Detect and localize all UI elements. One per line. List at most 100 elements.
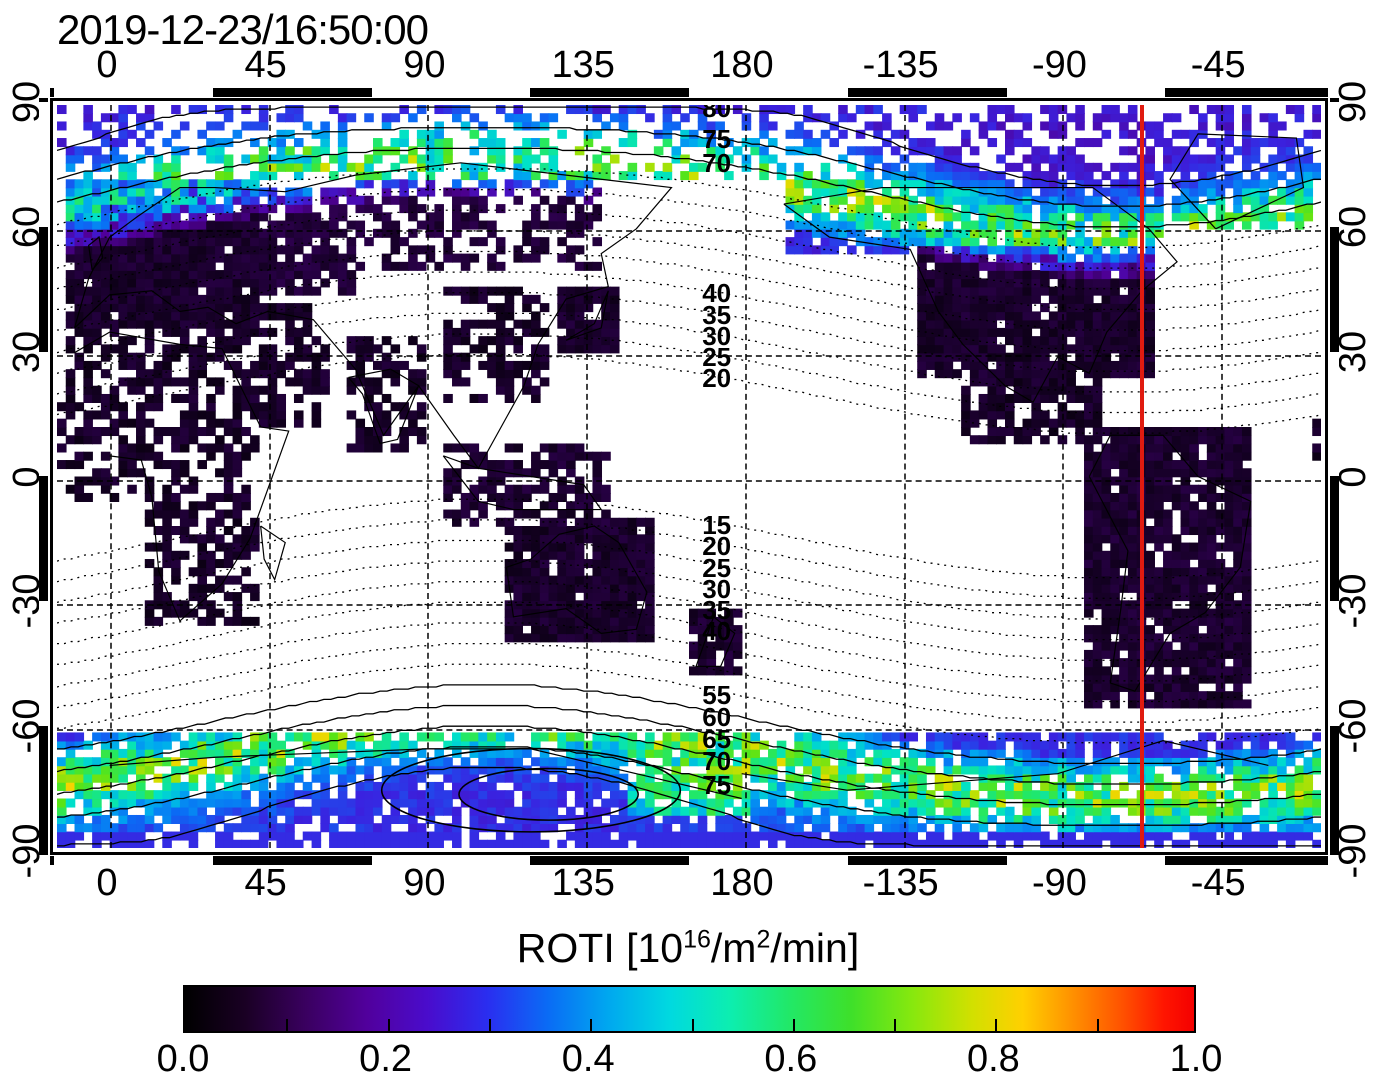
colorbar-minor-tick [691, 1019, 694, 1031]
colorbar-minor-tick [1096, 1019, 1099, 1031]
contour-label-30: 30 [702, 320, 732, 351]
top-axis-tick-180: 180 [710, 44, 774, 86]
tick-segment [371, 856, 531, 865]
top-axis-tick--90: -90 [1031, 44, 1087, 86]
tick-segment [1330, 102, 1339, 227]
right-axis-tick-0: 0 [1332, 465, 1374, 488]
gridline-lon--45 [1221, 105, 1224, 848]
bottom-axis-tickbar [50, 856, 1328, 865]
map-plot-area[interactable]: 80 75 70 40 35 30 25 20 15 20 25 30 35 40 55 60 65 70 75 [50, 98, 1328, 855]
contour-label-75: 75 [702, 770, 732, 801]
right-axis-tick-neg30: -30 [1332, 573, 1374, 629]
lat-lon-gridlines [57, 105, 1321, 848]
top-axis-tick--45: -45 [1190, 44, 1246, 86]
tick-segment [39, 351, 48, 477]
right-axis-tick-30: 30 [1332, 330, 1374, 373]
gridline-lat-neg60 [57, 729, 1321, 732]
contour-label-layer: 80 75 70 40 35 30 25 20 15 20 25 30 35 40 55 60 65 70 75 [57, 105, 1321, 848]
contour-label-55: 55 [702, 679, 732, 710]
gridline-lat-60 [57, 229, 1321, 232]
colorbar-tick-0.2: 0.2 [359, 1038, 413, 1080]
top-axis-tick-135: 135 [551, 44, 615, 86]
tick-segment [39, 102, 48, 227]
right-axis-tick-90: 90 [1332, 80, 1374, 124]
right-axis-tickbar [1330, 98, 1339, 855]
bottom-axis-tick--90: -90 [1031, 862, 1087, 904]
bottom-axis-tick--45: -45 [1190, 862, 1246, 904]
right-axis-tick-neg90: -90 [1332, 823, 1374, 879]
contour-label-70: 70 [702, 746, 732, 777]
map-canvas: 80 75 70 40 35 30 25 20 15 20 25 30 35 40 55 60 65 70 75 [57, 105, 1321, 848]
top-axis-tick-45: 45 [244, 44, 287, 86]
plot-title: 2019-12-23/16:50:00 [57, 6, 429, 53]
coastline-layer [57, 133, 1321, 800]
roti-raster-layer [57, 105, 1321, 848]
bottom-axis-tick--135: -135 [862, 862, 939, 904]
contour-label-70: 70 [702, 148, 732, 179]
contour-label-75: 75 [702, 124, 732, 155]
colorbar-tick-0.4: 0.4 [561, 1038, 615, 1080]
contour-label-20: 20 [702, 531, 732, 562]
tick-segment [371, 88, 531, 97]
colorbar[interactable] [183, 985, 1196, 1033]
contour-label-25: 25 [702, 552, 732, 583]
contour-label-20: 20 [702, 362, 732, 393]
tick-segment [1006, 88, 1166, 97]
gridline-lat-0 [57, 479, 1321, 482]
contour-label-30: 30 [702, 573, 732, 604]
tick-segment [1330, 601, 1339, 727]
gridline-lon-180 [744, 105, 747, 848]
colorbar-tick-1.0: 1.0 [1169, 1038, 1223, 1080]
contour-label-35: 35 [702, 594, 732, 625]
colorbar-minor-tick [792, 1019, 795, 1031]
contour-label-40: 40 [702, 616, 732, 647]
gridline-lon--90 [1062, 105, 1065, 848]
contour-label-65: 65 [702, 723, 732, 754]
gridline-lon-0 [109, 105, 112, 848]
contour-label-35: 35 [702, 300, 732, 331]
tick-segment [54, 856, 213, 865]
top-axis-tickbar [50, 88, 1328, 97]
colorbar-minor-tick [894, 1019, 897, 1031]
top-axis-tick--135: -135 [862, 44, 939, 86]
right-axis-tick-neg60: -60 [1332, 698, 1374, 754]
top-axis-tick-0: 0 [96, 44, 118, 86]
colorbar-minor-tick [387, 1019, 390, 1031]
colorbar-minor-tick [488, 1019, 491, 1031]
colorbar-minor-tick [590, 1019, 593, 1031]
tick-segment [1330, 351, 1339, 477]
colorbar-tick-0.0: 0.0 [156, 1038, 210, 1080]
right-axis-tick-60: 60 [1332, 205, 1374, 248]
bottom-axis-tick-135: 135 [551, 862, 615, 904]
contour-label-40: 40 [702, 278, 732, 309]
bottom-axis-tick-180: 180 [710, 862, 774, 904]
gridline-lon-135 [586, 105, 589, 848]
gridline-lon-45 [268, 105, 271, 848]
gridline-lat-neg30 [57, 604, 1321, 607]
colorbar-minor-tick [995, 1019, 998, 1031]
colorbar-minor-tick [286, 1019, 289, 1031]
tick-segment [1006, 856, 1166, 865]
tick-segment [689, 88, 848, 97]
colorbar-tick-0.8: 0.8 [966, 1038, 1020, 1080]
colorbar-title: ROTI [1016/m2/min] [516, 925, 860, 971]
bottom-axis-tick-45: 45 [244, 862, 287, 904]
contour-label-80: 80 [702, 105, 732, 124]
tick-segment [39, 601, 48, 727]
colorbar-tick-0.6: 0.6 [764, 1038, 818, 1080]
contour-label-60: 60 [702, 701, 732, 732]
bottom-axis-tick-0: 0 [96, 862, 118, 904]
gridline-lat-30 [57, 354, 1321, 357]
colorbar-gradient [185, 987, 1194, 1031]
top-axis-tick-90: 90 [403, 44, 446, 86]
bottom-axis-tick-90: 90 [403, 862, 446, 904]
tick-segment [54, 88, 213, 97]
contour-label-25: 25 [702, 341, 732, 372]
gridline-lon--135 [903, 105, 906, 848]
solar-noon-meridian-line [1140, 105, 1145, 848]
contour-label-15: 15 [702, 510, 732, 541]
gridline-lon-90 [427, 105, 430, 848]
left-axis-tickbar [39, 98, 48, 855]
tick-segment [689, 856, 848, 865]
